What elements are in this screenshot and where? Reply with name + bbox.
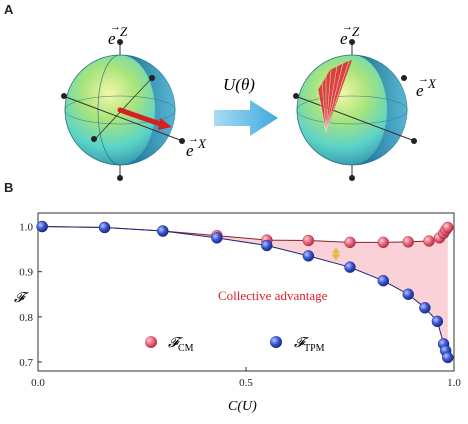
cm-data-point (442, 221, 454, 234)
right-x-superscript: X (427, 76, 437, 91)
pole-dot-icon (411, 138, 417, 144)
data-points (36, 220, 454, 364)
vector-arrow-icon: → (342, 21, 353, 33)
tpm-data-point (377, 275, 389, 287)
tpm-data-point (442, 351, 454, 364)
tpm-data-point (431, 315, 444, 328)
bloch-sphere-right: e → Z e → X (293, 21, 437, 181)
panel-b-label: B (4, 180, 14, 195)
y-tick-label: 0.9 (19, 267, 33, 279)
bloch-sphere-left: e → Z e → X (61, 21, 207, 181)
cm-data-point (377, 236, 389, 249)
collective-advantage-annotation: Collective advantage (218, 288, 328, 303)
legend-marker-cm (145, 336, 157, 348)
pole-dot-icon (401, 75, 407, 81)
pole-dot-icon (349, 175, 355, 181)
right-x-axis-label: e (416, 81, 424, 100)
right-z-superscript: Z (352, 24, 360, 39)
pole-dot-icon (61, 93, 67, 99)
x-tick-label: 0.0 (31, 377, 45, 389)
tpm-data-point (261, 239, 273, 252)
axis-ticks: 0.0 0.5 1.0 0.7 0.8 0.9 1.0 (19, 222, 461, 389)
x-tick-label: 1.0 (447, 377, 461, 389)
pole-dot-icon (91, 136, 97, 142)
panel-a-label: A (4, 2, 14, 17)
tpm-data-point (36, 220, 48, 233)
x-axis-label: C(U) (228, 399, 257, 414)
pole-dot-icon (179, 138, 185, 144)
tpm-data-point (157, 225, 169, 237)
cm-data-point (423, 235, 435, 247)
pole-dot-icon (117, 175, 123, 181)
tpm-data-point (98, 221, 111, 234)
tpm-data-point (211, 232, 223, 244)
y-tick-label: 0.7 (19, 357, 33, 369)
pole-dot-icon (349, 39, 355, 45)
left-x-superscript: X (197, 136, 207, 151)
advantage-shaded-region (42, 226, 448, 358)
shaded-area (42, 226, 448, 358)
legend: 𝓕 CM 𝓕 TPM (145, 336, 325, 354)
pole-dot-icon (117, 39, 123, 45)
vector-arrow-icon: → (110, 21, 121, 33)
y-tick-label: 0.8 (19, 312, 33, 324)
x-tick-label: 0.5 (239, 377, 253, 389)
cm-data-point (344, 236, 356, 249)
pole-dot-icon (293, 93, 299, 99)
legend-marker-tpm (270, 336, 282, 348)
left-z-axis-label: e (108, 29, 116, 48)
left-x-axis-label: e (186, 141, 194, 160)
advantage-arrow (332, 247, 340, 261)
tpm-data-point (302, 250, 315, 262)
vector-arrow-icon: → (418, 73, 429, 85)
cm-data-point (302, 234, 315, 247)
y-tick-label: 1.0 (19, 222, 33, 234)
left-z-superscript: Z (120, 24, 128, 39)
panel-a-figure: e → Z e → X U(θ) e → (61, 21, 437, 181)
tpm-data-point (419, 302, 431, 314)
legend-sub-tpm: TPM (304, 343, 325, 354)
right-z-axis-label: e (340, 29, 348, 48)
legend-sub-cm: CM (178, 343, 194, 354)
vector-arrow-icon: → (188, 133, 199, 145)
operator-label: U(θ) (223, 75, 255, 94)
tpm-data-point (402, 288, 414, 300)
transformation-arrow: U(θ) (214, 75, 278, 136)
pole-dot-icon (149, 75, 155, 81)
y-axis-label: 𝓕 (14, 291, 29, 306)
tpm-data-point (344, 261, 356, 273)
cm-data-point (402, 236, 414, 248)
